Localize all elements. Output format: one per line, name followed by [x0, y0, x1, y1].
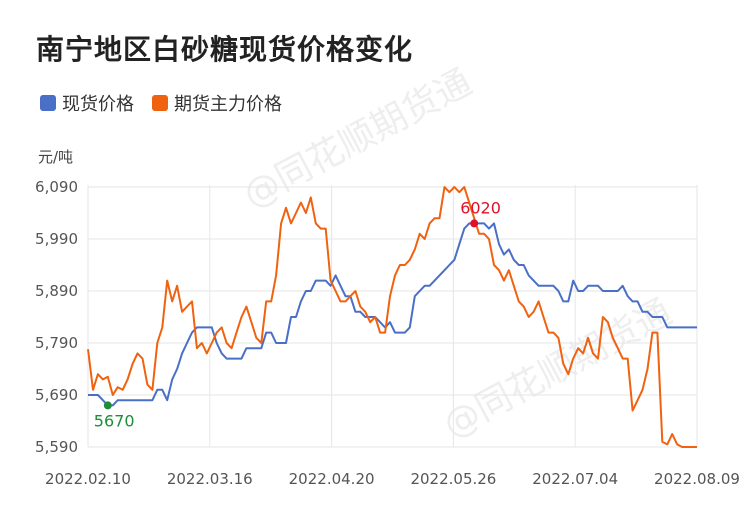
y-tick-label: 5,690: [35, 386, 78, 404]
series-lines: [87, 186, 697, 448]
y-tick-label: 5,590: [35, 438, 78, 456]
x-tick-label: 2022.07.04: [532, 470, 618, 488]
y-axis-unit: 元/吨: [38, 148, 74, 166]
legend-label-futures: 期货主力价格: [174, 94, 282, 115]
legend-swatch-spot: [40, 95, 56, 111]
y-tick-labels: 6,090 5,990 5,890 5,790 5,690 5,590: [35, 178, 78, 456]
legend-label-spot: 现货价格: [62, 94, 134, 115]
series-line-futures[interactable]: [87, 186, 697, 448]
y-tick-label: 5,890: [35, 282, 78, 300]
x-tick-label: 2022.04.20: [289, 470, 375, 488]
min-point-label: 5670: [94, 411, 135, 430]
max-point-marker: [470, 219, 479, 228]
annotation-markers: 5670 6020: [94, 198, 501, 430]
legend-swatch-futures: [152, 95, 168, 111]
min-point-marker: [103, 401, 112, 410]
x-tick-label: 2022.03.16: [167, 470, 253, 488]
legend: 现货价格 期货主力价格: [40, 90, 282, 116]
y-tick-label: 5,990: [35, 230, 78, 248]
x-tick-label: 2022.08.09: [654, 470, 740, 488]
y-tick-label: 5,790: [35, 334, 78, 352]
chart-title: 南宁地区白砂糖现货价格变化: [36, 33, 414, 66]
x-tick-label: 2022.05.26: [410, 470, 496, 488]
grid-lines: [87, 185, 698, 448]
x-tick-label: 2022.02.10: [45, 470, 131, 488]
series-line-spot[interactable]: [88, 222, 697, 407]
max-point-label: 6020: [460, 198, 501, 217]
x-tick-labels: 2022.02.10 2022.03.16 2022.04.20 2022.05.26…: [45, 470, 740, 488]
legend-item-futures[interactable]: 期货主力价格: [152, 90, 282, 116]
y-tick-label: 6,090: [35, 178, 78, 196]
legend-item-spot[interactable]: 现货价格: [40, 90, 134, 116]
